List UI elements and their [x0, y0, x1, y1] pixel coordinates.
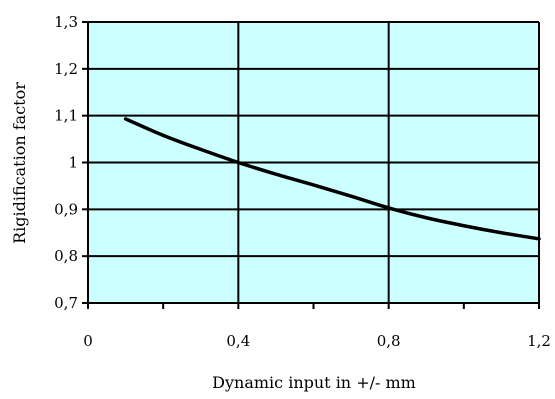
- y-axis-title: Rigidification factor: [10, 82, 29, 244]
- x-tick-labels: 0 0,4 0,8 1,2: [83, 332, 551, 350]
- series-line: [123, 117, 541, 241]
- y-tick-label: 1,2: [54, 60, 78, 78]
- y-tick-label: 1,3: [54, 13, 78, 31]
- y-tick-labels: 0,7 0,8 0,9 1 1,1 1,2 1,3: [54, 13, 78, 312]
- series-group: [123, 117, 541, 241]
- y-tick-label: 0,9: [54, 200, 78, 218]
- y-tick-label: 0,8: [54, 247, 78, 265]
- y-tick-label: 1: [68, 154, 78, 172]
- x-tick-label: 0,8: [377, 332, 401, 350]
- y-tick-label: 0,7: [54, 294, 78, 312]
- x-tick-label: 1,2: [527, 332, 551, 350]
- x-tick-label: 0: [83, 332, 93, 350]
- x-tick-label: 0,4: [226, 332, 250, 350]
- y-tick-label: 1,1: [54, 107, 78, 125]
- axes: [82, 21, 540, 309]
- x-axis-title: Dynamic input in +/- mm: [212, 373, 416, 392]
